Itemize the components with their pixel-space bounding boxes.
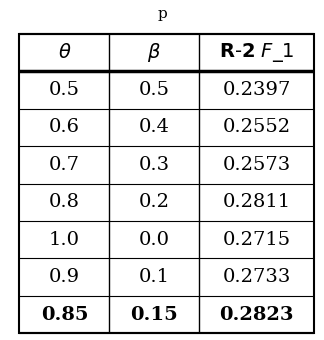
Text: $\theta$: $\theta$ xyxy=(58,43,71,62)
Text: 0.3: 0.3 xyxy=(139,156,170,174)
Text: 0.2733: 0.2733 xyxy=(223,268,291,286)
Text: 0.0: 0.0 xyxy=(139,231,170,249)
Text: 1.0: 1.0 xyxy=(49,231,80,249)
Text: 0.5: 0.5 xyxy=(49,81,80,99)
Text: $\beta$: $\beta$ xyxy=(147,41,161,64)
Text: 0.7: 0.7 xyxy=(49,156,80,174)
Text: 0.4: 0.4 xyxy=(139,119,170,136)
Text: 0.1: 0.1 xyxy=(139,268,170,286)
Text: 0.2573: 0.2573 xyxy=(223,156,291,174)
Text: 0.5: 0.5 xyxy=(139,81,170,99)
Text: 0.2811: 0.2811 xyxy=(223,193,291,211)
Text: 0.85: 0.85 xyxy=(40,306,88,323)
Text: 0.8: 0.8 xyxy=(49,193,80,211)
Text: 0.15: 0.15 xyxy=(131,306,178,323)
Text: 0.6: 0.6 xyxy=(49,119,80,136)
Text: 0.2715: 0.2715 xyxy=(223,231,291,249)
Text: 0.2823: 0.2823 xyxy=(220,306,294,323)
Text: p: p xyxy=(157,6,167,21)
Bar xyxy=(19,34,314,333)
Text: 0.9: 0.9 xyxy=(49,268,80,286)
Text: 0.2552: 0.2552 xyxy=(223,119,291,136)
Text: 0.2: 0.2 xyxy=(139,193,170,211)
Text: $\mathbf{R\text{-}2}\ \mathit{F}$_1: $\mathbf{R\text{-}2}\ \mathit{F}$_1 xyxy=(219,41,295,64)
Text: 0.2397: 0.2397 xyxy=(223,81,291,99)
